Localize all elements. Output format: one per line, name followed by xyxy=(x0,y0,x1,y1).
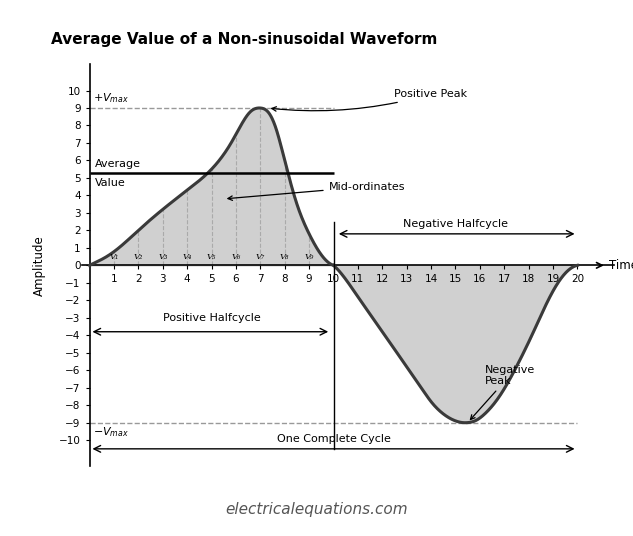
Text: V₈: V₈ xyxy=(280,253,289,261)
Text: Negative Halfcycle: Negative Halfcycle xyxy=(403,219,508,229)
Text: V₄: V₄ xyxy=(182,253,192,261)
Text: One Complete Cycle: One Complete Cycle xyxy=(277,434,391,444)
Text: V₁: V₁ xyxy=(110,253,118,261)
Text: Positive Peak: Positive Peak xyxy=(272,89,468,111)
Text: Value: Value xyxy=(94,178,125,189)
Text: Positive Halfcycle: Positive Halfcycle xyxy=(163,313,260,323)
Text: V₃: V₃ xyxy=(158,253,168,261)
Text: Average: Average xyxy=(94,159,141,169)
Text: V₇: V₇ xyxy=(256,253,265,261)
Text: Negative
Peak: Negative Peak xyxy=(470,364,535,420)
Text: $-V_{max}$: $-V_{max}$ xyxy=(93,425,129,439)
Text: Amplitude: Amplitude xyxy=(34,235,46,296)
Text: $+V_{max}$: $+V_{max}$ xyxy=(93,92,129,106)
Text: electricalequations.com: electricalequations.com xyxy=(225,502,408,517)
Text: Time: Time xyxy=(609,259,633,272)
Text: Mid-ordinates: Mid-ordinates xyxy=(228,182,405,200)
Text: Average Value of a Non-sinusoidal Waveform: Average Value of a Non-sinusoidal Wavefo… xyxy=(51,32,437,47)
Text: V₅: V₅ xyxy=(207,253,216,261)
Text: V₂: V₂ xyxy=(134,253,143,261)
Text: V₆: V₆ xyxy=(231,253,241,261)
Text: V₉: V₉ xyxy=(304,253,314,261)
